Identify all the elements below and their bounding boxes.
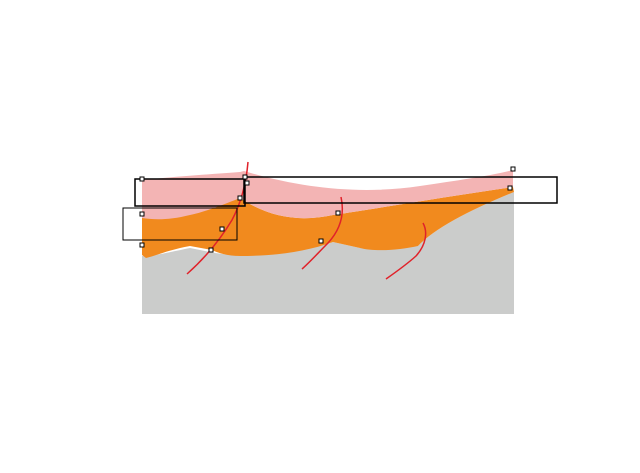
handle-square[interactable] <box>139 176 145 182</box>
handle-square[interactable] <box>335 210 341 216</box>
handle-square[interactable] <box>507 185 513 191</box>
handle-square[interactable] <box>242 174 248 180</box>
selection-box-left-lower[interactable] <box>122 207 238 241</box>
handle-square[interactable] <box>244 180 250 186</box>
handle-square[interactable] <box>208 247 214 253</box>
fault-line-2 <box>301 196 344 270</box>
selection-box-right-upper[interactable] <box>243 176 558 204</box>
fault-line-3 <box>385 222 427 280</box>
handle-square[interactable] <box>510 166 516 172</box>
basement-layer <box>142 192 514 314</box>
handles-group <box>139 166 516 253</box>
upper-pink-layer <box>142 170 513 220</box>
handle-square[interactable] <box>237 195 243 201</box>
handle-square[interactable] <box>219 226 225 232</box>
handle-square[interactable] <box>139 211 145 217</box>
selection-box-left-upper[interactable] <box>134 178 246 207</box>
handle-square[interactable] <box>139 242 145 248</box>
handle-square[interactable] <box>318 238 324 244</box>
